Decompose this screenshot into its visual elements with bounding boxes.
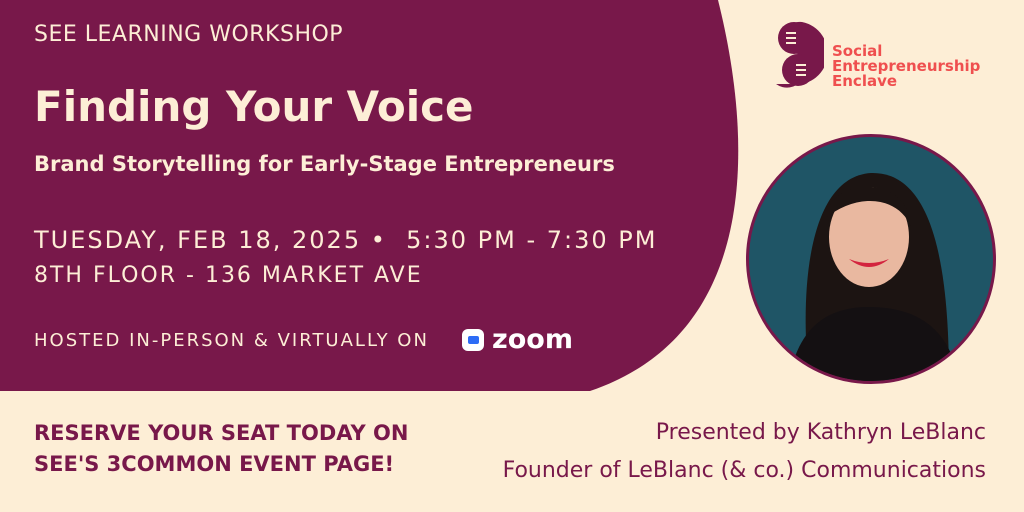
cta-line-1: RESERVE YOUR SEAT TODAY ON [34,421,409,445]
event-location: 8TH FLOOR - 136 MARKET AVE [34,263,423,288]
presenter-info: Presented by Kathryn LeBlanc Founder of … [503,414,986,490]
logo-line-1: Social [832,42,883,60]
event-date-time: TUESDAY, FEB 18, 2025 • 5:30 PM - 7:30 P… [34,226,658,254]
zoom-wordmark: zoom [492,324,573,355]
presenter-photo [746,134,996,384]
reserve-cta: RESERVE YOUR SEAT TODAY ON SEE'S 3COMMON… [34,418,408,480]
logo-line-2: Entrepreneurship [832,57,981,75]
cta-line-2: SEE'S 3COMMON EVENT PAGE! [34,452,395,476]
logo-wordmark: Social Entrepreneurship Enclave [832,44,980,89]
zoom-camera-icon [462,328,484,351]
see-logo-icon [776,21,824,88]
event-title: Finding Your Voice [34,82,474,131]
hosted-text: HOSTED IN-PERSON & VIRTUALLY ON [34,330,429,351]
zoom-logo: zoom [462,326,573,353]
logo-line-3: Enclave [832,72,898,90]
workshop-kicker: SEE LEARNING WORKSHOP [34,22,344,47]
presenter-name: Presented by Kathryn LeBlanc [655,420,986,445]
presenter-title: Founder of LeBlanc (& co.) Communication… [502,458,986,483]
event-subtitle: Brand Storytelling for Early-Stage Entre… [34,152,615,176]
